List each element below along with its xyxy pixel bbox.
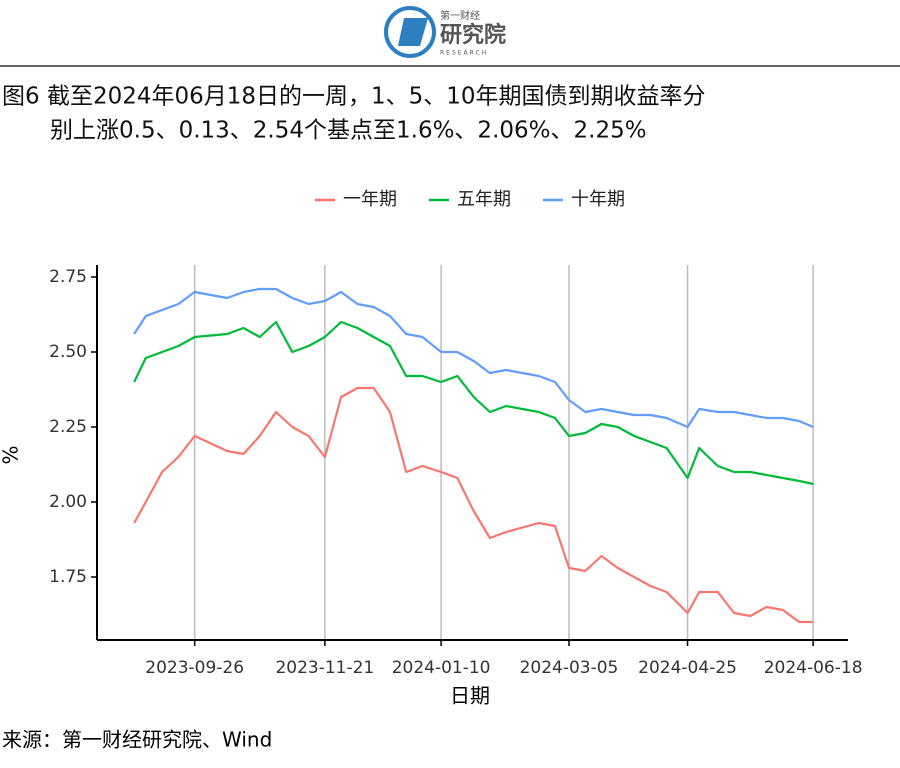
- x-tick-label: 2023-09-26: [145, 658, 244, 678]
- x-tick-label: 2024-03-05: [520, 658, 619, 678]
- logo: 第一财经 研究院 RESEARCH: [384, 6, 506, 58]
- logo-sub: RESEARCH: [440, 50, 488, 57]
- logo-ring: [384, 6, 436, 58]
- x-tick-label: 2024-04-25: [638, 658, 737, 678]
- y-axis-label: %: [0, 445, 23, 464]
- y-tick-label: 2.50: [49, 342, 87, 362]
- logo-top: 第一财经: [440, 9, 480, 22]
- x-tick-label: 2023-11-21: [275, 658, 374, 678]
- logo-mark: [398, 18, 428, 46]
- logo-main: 研究院: [440, 22, 506, 48]
- legend-label: 十年期: [571, 189, 625, 210]
- y-tick-label: 1.75: [49, 567, 87, 587]
- y-tick-label: 2.25: [49, 417, 87, 437]
- x-axis-label: 日期: [450, 684, 490, 708]
- x-tick-label: 2024-06-18: [764, 658, 863, 678]
- legend-label: 一年期: [343, 189, 397, 210]
- legend-label: 五年期: [457, 189, 511, 210]
- caption-line: 别上涨0.5、0.13、2.54个基点至1.6%、2.06%、2.25%: [50, 118, 647, 144]
- y-tick-label: 2.75: [49, 267, 87, 287]
- series-line: [133, 320, 814, 486]
- x-tick-label: 2024-01-10: [392, 658, 491, 678]
- caption-line: 图6 截至2024年06月18日的一周，1、5、10年期国债到期收益率分: [2, 84, 706, 110]
- source: 来源：第一财经研究院、Wind: [2, 728, 272, 752]
- series-line: [133, 287, 814, 429]
- y-tick-label: 2.00: [49, 492, 87, 512]
- series-line: [133, 386, 814, 624]
